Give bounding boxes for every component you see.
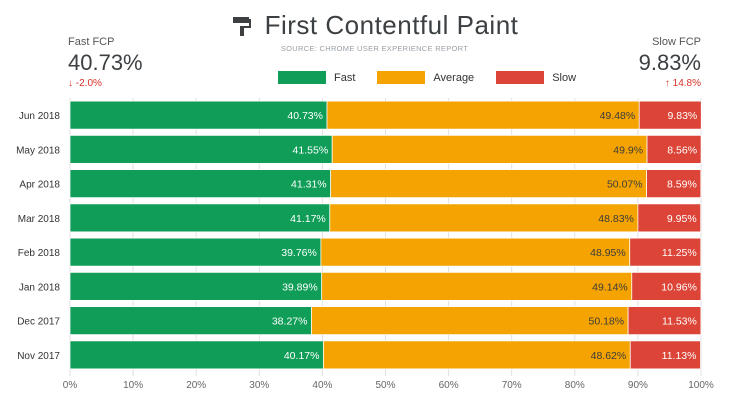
bar-fast	[69, 306, 312, 335]
bar-fast	[69, 169, 332, 198]
bar-slow	[631, 272, 702, 301]
legend-label-fast: Fast	[334, 71, 356, 84]
fast-fcp-value: 40.73%	[68, 50, 143, 75]
chart-subtitle: SOURCE: CHROME USER EXPERIENCE REPORT	[280, 44, 469, 53]
bar-slow	[646, 169, 702, 198]
legend-label-average: Average	[433, 71, 475, 84]
chart-header: First Contentful Paint SOURCE: CHROME US…	[0, 0, 749, 100]
legend-item-fast: Fast	[278, 71, 355, 84]
chart-title-row: First Contentful Paint	[231, 10, 519, 41]
paint-roller-icon	[232, 16, 251, 36]
bar-slow	[638, 100, 702, 130]
data-label-average: 48.62%	[591, 350, 627, 362]
fast-fcp-change: ↓ -2.0%	[68, 78, 102, 89]
x-tick-label: 30%	[249, 380, 269, 391]
data-label-fast: 41.55%	[293, 144, 329, 156]
bar-slow	[646, 135, 702, 164]
category-label: Mar 2018	[18, 214, 61, 225]
x-tick-label: 80%	[565, 380, 585, 391]
data-label-fast: 40.73%	[287, 110, 323, 122]
bar-fast	[69, 100, 328, 130]
legend-label-slow: Slow	[552, 71, 577, 84]
legend-item-slow: Slow	[496, 71, 576, 84]
category-label: Feb 2018	[18, 248, 61, 259]
data-label-slow: 11.25%	[662, 247, 697, 259]
legend-swatch-average	[377, 71, 426, 84]
bar-fast	[69, 272, 323, 301]
bar-fast	[69, 340, 324, 370]
category-label: Dec 2017	[17, 317, 60, 328]
data-label-fast: 38.27%	[272, 316, 308, 328]
data-label-slow: 11.13%	[662, 350, 697, 362]
bar-slow	[629, 340, 701, 370]
slow-fcp-kpi: Slow FCP 9.83% ↑ 14.8%	[639, 36, 701, 89]
data-label-average: 49.14%	[592, 281, 628, 293]
x-tick-label: 60%	[439, 380, 459, 391]
x-tick-label: 90%	[628, 380, 648, 391]
x-tick-label: 20%	[186, 380, 206, 391]
fast-fcp-kpi: Fast FCP 40.73% ↓ -2.0%	[68, 36, 143, 89]
category-label: Apr 2018	[19, 180, 60, 191]
data-label-fast: 41.17%	[290, 213, 326, 225]
legend-swatch-fast	[278, 71, 326, 84]
data-label-average: 48.83%	[598, 213, 634, 225]
legend-swatch-slow	[496, 71, 545, 84]
category-label: Jun 2018	[19, 111, 61, 122]
data-label-fast: 39.76%	[281, 247, 317, 259]
data-label-slow: 8.56%	[667, 144, 697, 156]
data-label-average: 50.07%	[607, 179, 643, 191]
bar-slow	[637, 203, 702, 233]
x-tick-label: 100%	[688, 380, 714, 391]
x-tick-label: 40%	[312, 380, 332, 391]
bar-average	[320, 237, 631, 267]
bar-average	[330, 169, 647, 198]
slow-fcp-change: ↑ 14.8%	[664, 78, 701, 89]
title-wrap: First Contentful Paint	[0, 10, 749, 42]
data-label-average: 49.9%	[613, 144, 643, 156]
fast-fcp-label: Fast FCP	[68, 36, 115, 48]
data-label-slow: 11.53%	[662, 316, 697, 328]
bar-fast	[69, 203, 331, 233]
bar-average	[331, 135, 648, 164]
data-label-slow: 10.96%	[661, 281, 697, 293]
category-label: Nov 2017	[17, 351, 60, 362]
data-label-average: 48.95%	[590, 247, 626, 259]
bar-slow	[627, 306, 702, 335]
category-label: May 2018	[16, 145, 60, 156]
bar-fast	[69, 135, 333, 164]
bar-average	[329, 203, 639, 233]
legend-item-average: Average	[377, 71, 474, 84]
chart-title: First Contentful Paint	[264, 10, 519, 40]
x-tick-label: 50%	[375, 380, 395, 391]
data-label-slow: 9.83%	[667, 110, 697, 122]
bar-average	[326, 100, 640, 130]
bar-average	[321, 272, 633, 301]
chart-legend: Fast Average Slow	[278, 71, 576, 84]
data-label-average: 49.48%	[600, 110, 636, 122]
slow-fcp-label: Slow FCP	[652, 36, 701, 48]
bar-average	[311, 306, 629, 335]
x-tick-label: 0%	[63, 380, 78, 391]
data-label-fast: 40.17%	[284, 350, 320, 362]
x-tick-label: 70%	[502, 380, 522, 391]
data-label-slow: 9.95%	[667, 213, 697, 225]
x-tick-label: 10%	[123, 380, 143, 391]
data-label-fast: 41.31%	[291, 179, 327, 191]
data-label-average: 50.18%	[588, 316, 624, 328]
bar-fast	[69, 237, 322, 267]
data-label-fast: 39.89%	[282, 281, 318, 293]
slow-fcp-value: 9.83%	[638, 50, 701, 75]
data-label-slow: 8.59%	[667, 179, 697, 191]
category-label: Jan 2018	[19, 282, 61, 293]
bar-average	[323, 340, 631, 370]
bar-slow	[629, 237, 702, 267]
